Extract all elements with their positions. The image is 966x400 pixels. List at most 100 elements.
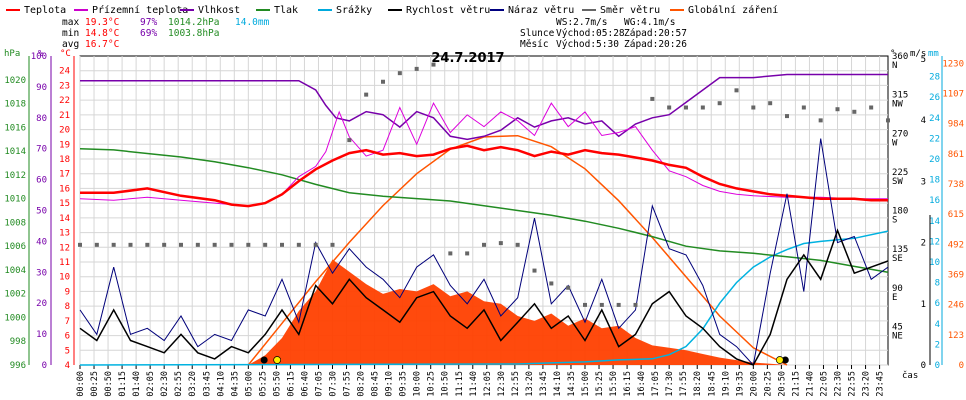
temperature-tick: 4	[65, 361, 70, 371]
x-tick-label: 23:45	[876, 371, 886, 397]
x-tick-label: 11:15	[455, 371, 465, 397]
x-tick-label: 14:35	[567, 371, 577, 397]
sun-label: Slunce	[520, 28, 555, 39]
direction-point	[734, 88, 739, 93]
direction-point	[465, 251, 470, 256]
humidity-tick: 80	[36, 114, 47, 124]
x-tick-label: 05:00	[244, 371, 254, 397]
pressure-tick: 1000	[4, 313, 26, 323]
x-tick-label: 16:40	[637, 371, 647, 397]
x-tick-label: 13:45	[539, 371, 549, 397]
direction-point	[583, 302, 587, 307]
direction-point	[532, 268, 537, 273]
pressure-tick: 1008	[4, 218, 26, 228]
wind-tick: 5	[921, 55, 926, 65]
pressure-tick: 996	[10, 361, 26, 371]
wind-tick: 0	[921, 361, 926, 371]
temperature-line	[80, 144, 888, 208]
wind-speed-info: WS:2.7m/s	[556, 17, 607, 28]
direction-point	[650, 96, 655, 101]
humidity-tick: 10	[36, 330, 47, 340]
direction-point	[886, 118, 890, 123]
humidity-tick: 100	[31, 52, 47, 62]
compass-tick: SE	[892, 254, 903, 264]
rain-tick: 0	[935, 361, 940, 371]
x-tick-label: 10:50	[441, 371, 451, 397]
temperature-tick: 21	[59, 111, 70, 121]
rain-tick: 28	[929, 73, 940, 83]
temperature-tick: 23	[59, 81, 70, 91]
stat-min-hum: 69%	[140, 28, 157, 39]
x-tick-label: 02:30	[160, 371, 170, 397]
stat-max-hum: 97%	[140, 17, 157, 28]
rain-tick: 18	[929, 176, 940, 186]
direction-point	[364, 92, 369, 97]
x-tick-label: 09:35	[399, 371, 409, 397]
direction-point	[633, 302, 638, 307]
pressure-tick: 1014	[4, 147, 26, 157]
wind-tick: 2	[921, 239, 926, 249]
moon-label: Měsíc	[520, 39, 549, 50]
legend-label: Náraz větru	[508, 4, 574, 16]
direction-point	[162, 242, 167, 247]
direction-point	[212, 242, 217, 247]
rain-axis-unit: mm	[928, 49, 939, 59]
direction-point	[717, 101, 722, 106]
direction-point	[684, 105, 688, 110]
x-tick-label: 05:50	[272, 371, 282, 397]
radiation-tick: 738	[948, 180, 964, 190]
x-tick-label: 20:50	[777, 371, 787, 397]
humidity-tick: 50	[36, 207, 47, 217]
x-tick-label: 20:00	[749, 371, 759, 397]
humidity-axis-unit: %	[38, 49, 44, 59]
x-tick-label: 15:50	[609, 371, 619, 397]
x-tick-label: 10:00	[413, 371, 423, 397]
stat-min-label: min	[62, 28, 79, 39]
x-tick-label: 07:55	[343, 371, 353, 397]
rain-tick: 8	[935, 279, 940, 289]
wind-speed-line	[79, 228, 889, 366]
direction-point	[869, 105, 874, 110]
wind-tick: 1	[921, 300, 926, 310]
radiation-tick: 492	[948, 240, 964, 250]
x-tick-label: 18:45	[707, 371, 717, 397]
x-tick-label: 08:45	[371, 371, 381, 397]
direction-point	[111, 242, 116, 247]
rain-tick: 10	[929, 258, 940, 268]
direction-point	[835, 107, 840, 112]
rain-tick: 22	[929, 134, 940, 144]
direction-point	[448, 251, 453, 256]
direction-tick: 315	[892, 91, 908, 101]
temperature-axis-unit: °C	[60, 49, 71, 59]
x-tick-label: 19:10	[721, 371, 731, 397]
x-tick-label: 05:25	[258, 371, 268, 397]
humidity-tick: 90	[36, 83, 47, 93]
direction-axis-unit: °	[890, 49, 895, 59]
humidity-tick: 70	[36, 145, 47, 155]
direction-tick: 45	[892, 322, 903, 332]
humidity-line	[80, 73, 888, 141]
direction-point	[195, 242, 200, 247]
x-tick-label: 13:20	[525, 371, 535, 397]
compass-tick: E	[892, 293, 897, 303]
direction-point	[431, 62, 436, 67]
sun-marker	[781, 356, 789, 364]
radiation-tick: 123	[948, 331, 964, 341]
direction-point	[313, 242, 318, 247]
compass-tick: SW	[892, 177, 903, 187]
legend-label: Pŕízemní teplota	[92, 4, 188, 16]
x-tick-label: 17:05	[651, 371, 661, 397]
x-tick-label: 00:00	[76, 371, 86, 397]
temperature-tick: 5	[65, 346, 70, 356]
x-tick-label: 18:20	[693, 371, 703, 397]
rain-tick: 14	[929, 217, 940, 227]
direction-point	[414, 66, 419, 71]
pressure-tick: 1016	[4, 123, 26, 133]
x-tick-label: 08:20	[357, 371, 367, 397]
direction-point	[566, 285, 571, 290]
temperature-tick: 19	[59, 140, 70, 150]
x-tick-label: 20:25	[763, 371, 773, 397]
moonset-text: Západ:20:26	[624, 39, 687, 50]
x-tick-label: 06:40	[300, 371, 310, 397]
direction-tick: 90	[892, 284, 903, 294]
